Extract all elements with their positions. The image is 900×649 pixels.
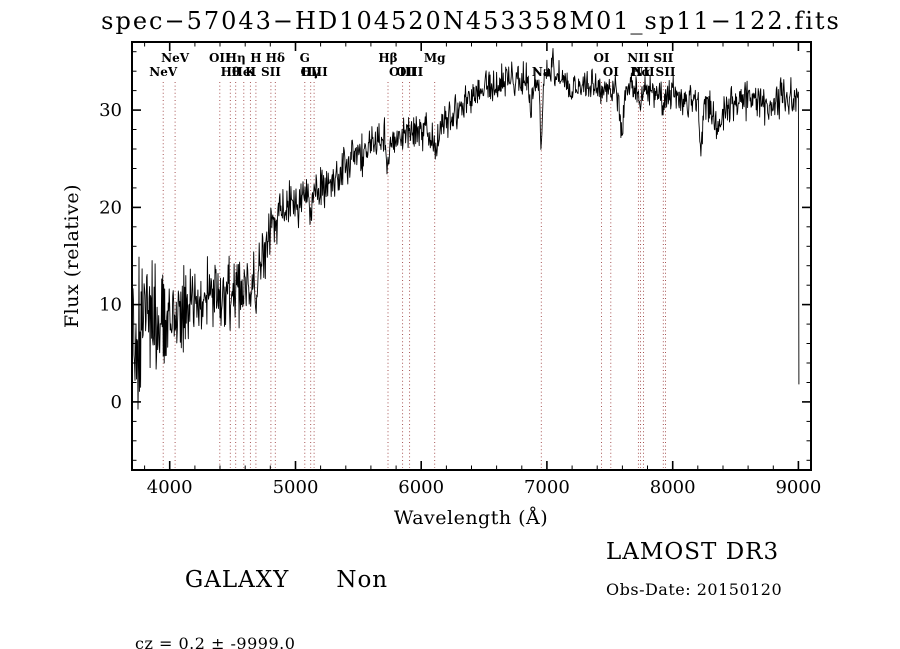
spectral-line-label: Hγ	[301, 65, 320, 79]
spectral-line-label: Mg	[424, 51, 446, 65]
spectral-line-label: Hθ	[221, 65, 240, 79]
object-class-line: GALAXY Non	[135, 538, 436, 622]
y-tick-label: 10	[99, 295, 122, 316]
x-axis-label: Wavelength (Å)	[394, 507, 548, 529]
spectral-line-label: OI	[593, 51, 609, 65]
x-tick-label: 9000	[775, 477, 821, 498]
spectral-line-label: NII	[632, 65, 655, 79]
spectral-line-label: HeI	[232, 65, 257, 79]
spectral-line-label: OII	[209, 51, 231, 65]
y-tick-label: 30	[99, 100, 122, 121]
spectrum-path	[131, 48, 800, 410]
annotation-block-right: LAMOST DR3 Obs-Date: 20150120	[606, 538, 782, 600]
plot-frame	[131, 41, 812, 471]
spectral-line-label: H	[250, 51, 261, 65]
spectral-line-label: Hβ	[378, 51, 397, 65]
spectral-line-label: NeV	[161, 51, 190, 65]
spectral-line-label: SII	[656, 65, 676, 79]
spectral-line-label: Na	[532, 65, 551, 79]
spectral-line-label: Hδ	[266, 51, 285, 65]
x-tick-label: 6000	[398, 477, 444, 498]
spectral-line-label: OIII	[389, 65, 417, 79]
plot-title: spec−57043−HD104520N453358M01_sp11−122.f…	[101, 7, 841, 35]
spectral-line-label: G	[300, 51, 310, 65]
x-tick-label: 4000	[147, 477, 193, 498]
spectral-line-label: OIII	[300, 65, 328, 79]
spectral-line-label: NII	[627, 51, 650, 65]
spectral-line-label: NeV	[149, 65, 178, 79]
x-tick-label: 5000	[273, 477, 319, 498]
spectral-line-label: SII	[261, 65, 281, 79]
y-tick-label: 0	[111, 392, 122, 413]
cz-line: cz = 0.2 ± -9999.0	[135, 634, 296, 649]
spectral-line-label: Hη	[226, 51, 246, 65]
spectral-line-label: K	[245, 65, 256, 79]
y-tick-label: 20	[99, 197, 122, 218]
spectral-line-label: SII	[653, 51, 673, 65]
spectral-line-label: OI	[603, 65, 619, 79]
object-subclass: Non	[336, 567, 389, 593]
survey-label: LAMOST DR3	[606, 539, 780, 565]
spectrum-series	[131, 48, 800, 410]
x-tick-label: 7000	[524, 477, 570, 498]
spectral-line-label: Hα	[630, 65, 651, 79]
obsdate-line: Obs-Date: 20150120	[606, 580, 783, 599]
x-tick-label: 8000	[650, 477, 696, 498]
object-class: GALAXY	[184, 567, 290, 593]
spectral-line-label: OIII	[396, 65, 424, 79]
y-axis-label: Flux (relative)	[61, 184, 83, 328]
